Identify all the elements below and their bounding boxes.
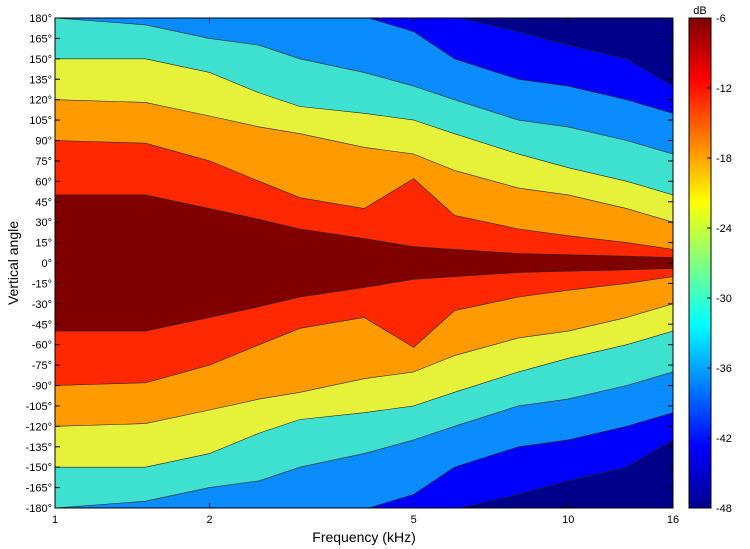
y-tick-label: -15° bbox=[32, 278, 52, 290]
y-tick-label: 75° bbox=[35, 156, 52, 168]
y-tick-label: 105° bbox=[29, 115, 52, 127]
y-tick-label: -60° bbox=[32, 340, 52, 352]
x-axis-label: Frequency (kHz) bbox=[312, 529, 415, 545]
colorbar-tick-label: -18 bbox=[716, 153, 732, 165]
colorbar-ticks: -6 -12 -18 -24 -30 -36 -42 -48 bbox=[707, 13, 732, 515]
y-axis-ticks: 180° 165° 150° 135° 120° 105° 90° 75° 60° 45° 30° 1… bbox=[26, 13, 673, 515]
y-tick-label: 30° bbox=[35, 217, 52, 229]
y-tick-label: -150° bbox=[26, 462, 52, 474]
x-tick-label: 2 bbox=[206, 514, 212, 526]
plot-area bbox=[55, 18, 673, 508]
y-tick-label: 15° bbox=[35, 238, 52, 250]
y-tick-label: 120° bbox=[29, 95, 52, 107]
x-tick-label: 16 bbox=[667, 514, 679, 526]
colorbar-tick-label: -6 bbox=[716, 13, 726, 25]
x-tick-label: 10 bbox=[562, 514, 574, 526]
colorbar-tick-label: -36 bbox=[716, 363, 732, 375]
colorbar-tick-label: -24 bbox=[716, 223, 732, 235]
colorbar-tick-label: -12 bbox=[716, 83, 732, 95]
y-tick-label: 135° bbox=[29, 74, 52, 86]
y-tick-label: -135° bbox=[26, 442, 52, 454]
contour-band-upper bbox=[459, 18, 673, 87]
x-tick-label: 5 bbox=[411, 514, 417, 526]
colorbar bbox=[688, 17, 712, 509]
y-tick-label: -90° bbox=[32, 381, 52, 393]
x-axis-ticks: 1 2 5 10 16 bbox=[52, 18, 679, 526]
colorbar-label: dB bbox=[693, 5, 706, 17]
y-tick-label: -30° bbox=[32, 299, 52, 311]
y-tick-label: 90° bbox=[35, 136, 52, 148]
y-tick-label: 60° bbox=[35, 176, 52, 188]
y-tick-label: 165° bbox=[29, 33, 52, 45]
y-tick-label: 45° bbox=[35, 197, 52, 209]
y-tick-label: 0° bbox=[41, 258, 52, 270]
colorbar-tick-label: -42 bbox=[716, 433, 732, 445]
y-tick-label: -105° bbox=[26, 401, 52, 413]
y-tick-label: -75° bbox=[32, 360, 52, 372]
y-tick-label: -45° bbox=[32, 319, 52, 331]
contour-band-lower bbox=[459, 439, 673, 508]
y-tick-label: -180° bbox=[26, 503, 52, 515]
y-tick-label: -165° bbox=[26, 483, 52, 495]
contour-bands bbox=[55, 18, 673, 508]
y-axis-label: Vertical angle bbox=[5, 221, 21, 305]
colorbar-tick-label: -30 bbox=[716, 293, 732, 305]
y-tick-label: 180° bbox=[29, 13, 52, 25]
y-tick-label: -120° bbox=[26, 421, 52, 433]
colorbar-tick-label: -48 bbox=[716, 503, 732, 515]
x-tick-label: 1 bbox=[52, 514, 58, 526]
y-tick-label: 150° bbox=[29, 54, 52, 66]
